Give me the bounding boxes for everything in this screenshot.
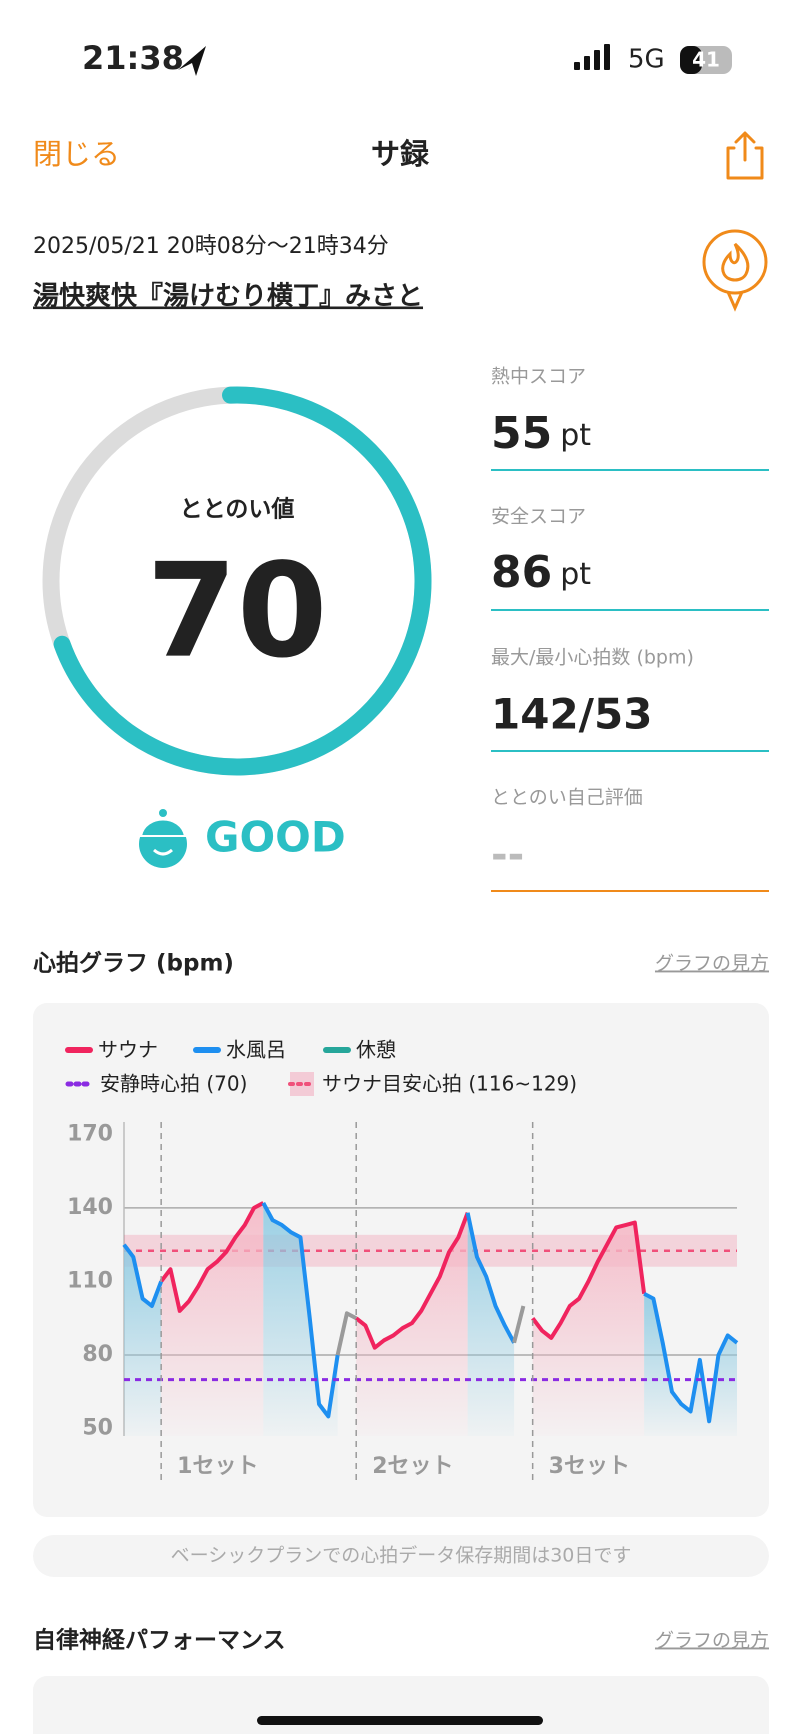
hr-line bbox=[531, 1220, 647, 1340]
area-fill bbox=[161, 1202, 264, 1436]
stat-label: ととのい自己評価 bbox=[491, 787, 643, 809]
score-arc bbox=[42, 386, 432, 776]
network: 5G bbox=[628, 45, 665, 75]
share-button[interactable] bbox=[726, 131, 764, 180]
help-link[interactable]: グラフの見方 bbox=[655, 953, 769, 975]
location-icon bbox=[178, 46, 206, 76]
home-indicator bbox=[257, 1716, 543, 1725]
score-label: ととのい値 bbox=[180, 497, 295, 523]
stat-value[interactable]: -- bbox=[491, 832, 524, 878]
session-datetime: 2025/05/21 20時08分～21時34分 bbox=[33, 234, 389, 259]
good-icon bbox=[139, 809, 187, 868]
retention-note: ベーシックプランでの心拍データ保存期間は30日です bbox=[171, 1545, 632, 1567]
stat-value: 55 pt bbox=[491, 408, 591, 459]
hr-line bbox=[465, 1212, 516, 1344]
stat-number: 55 bbox=[491, 408, 552, 459]
stat-label: 熱中スコア bbox=[491, 366, 586, 388]
set-label: 2セット bbox=[372, 1454, 453, 1479]
stat-value: 142/53 bbox=[491, 690, 652, 739]
stat-label: 最大/最小心拍数 (bpm) bbox=[491, 647, 694, 669]
legend-label: サウナ目安心拍 (116~129) bbox=[322, 1072, 577, 1096]
stat-label: 安全スコア bbox=[491, 506, 586, 528]
legend-label: 安静時心拍 (70) bbox=[100, 1072, 247, 1096]
section-title: 心拍グラフ (bpm) bbox=[33, 950, 234, 977]
hr-line bbox=[512, 1305, 526, 1344]
signal-icon bbox=[574, 44, 610, 70]
area-fill bbox=[532, 1222, 645, 1436]
legend-label: 水風呂 bbox=[226, 1038, 286, 1062]
hr-line bbox=[159, 1201, 265, 1313]
help-link[interactable]: グラフの見方 bbox=[655, 1630, 769, 1652]
flame-badge[interactable] bbox=[702, 229, 768, 312]
battery-percent: 41 bbox=[692, 48, 720, 72]
y-tick-label: 110 bbox=[67, 1268, 113, 1293]
y-tick-label: 170 bbox=[67, 1121, 113, 1146]
legend-label: 休憩 bbox=[356, 1038, 396, 1062]
stat-unit: pt bbox=[560, 418, 591, 453]
set-label: 3セット bbox=[549, 1454, 630, 1479]
legend-label: サウナ bbox=[98, 1038, 158, 1062]
clock: 21:38 bbox=[82, 39, 184, 77]
autonomic-card bbox=[33, 1676, 769, 1734]
y-tick-label: 80 bbox=[82, 1342, 113, 1367]
battery-level bbox=[680, 46, 702, 74]
hr-line bbox=[354, 1212, 470, 1350]
area-fill bbox=[263, 1202, 338, 1436]
facility-name[interactable]: 湯快爽快『湯けむり横丁』みさと bbox=[33, 281, 423, 312]
y-tick-label: 140 bbox=[67, 1195, 113, 1220]
section-title: 自律神経パフォーマンス bbox=[33, 1627, 286, 1654]
hr-line bbox=[335, 1311, 358, 1356]
nav-title: サ録 bbox=[371, 137, 430, 171]
hr-line bbox=[122, 1243, 164, 1308]
score-value: 70 bbox=[147, 535, 328, 687]
area-fill bbox=[124, 1244, 162, 1436]
stat-unit: pt bbox=[560, 557, 591, 592]
hr-line bbox=[643, 1291, 739, 1424]
score-rating: GOOD bbox=[205, 813, 346, 862]
note-pill bbox=[33, 1535, 769, 1577]
stat-value: 86 pt bbox=[491, 547, 591, 598]
set-label: 1セット bbox=[177, 1454, 258, 1479]
hr-line bbox=[261, 1201, 340, 1419]
stat-number: 86 bbox=[491, 547, 552, 598]
y-tick-label: 50 bbox=[82, 1416, 113, 1441]
close-button[interactable]: 閉じる bbox=[33, 137, 120, 171]
